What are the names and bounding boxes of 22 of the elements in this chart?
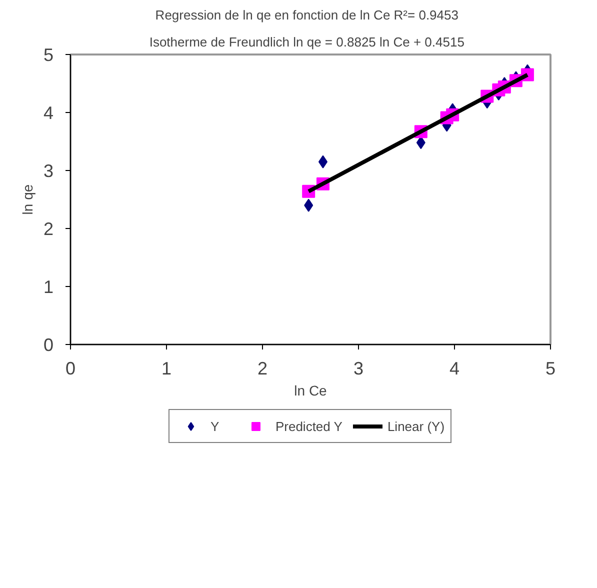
point <box>318 155 328 168</box>
y-tick-label: 3 <box>43 161 54 181</box>
y-tick-label: 1 <box>43 277 54 297</box>
x-tick-label: 4 <box>449 358 460 378</box>
x-tick-label: 5 <box>545 358 556 378</box>
y-tick-label: 0 <box>43 335 54 355</box>
point <box>416 136 426 150</box>
y-tick-label: 5 <box>43 45 54 65</box>
y-axis-title: ln qe <box>19 184 36 215</box>
x-tick-label: 0 <box>65 358 76 378</box>
chart-title: Regression de ln qe en fonction de ln Ce R²= 0.9453 <box>155 8 458 22</box>
legend-label: Y <box>210 418 220 434</box>
y-tick-label: 2 <box>43 219 54 239</box>
chart-subtitle: Isotherme de Freundlich ln qe = 0.8825 ln Ce + 0.4515 <box>149 34 464 50</box>
x-tick-label: 1 <box>161 358 172 378</box>
x-axis-title: ln Ce <box>294 382 328 398</box>
x-tick-label: 2 <box>257 358 268 378</box>
legend-label: Predicted Y <box>275 418 342 434</box>
point <box>304 198 314 212</box>
legend-label: Linear (Y) <box>387 418 445 434</box>
x-tick-label: 3 <box>353 358 364 378</box>
y-tick-label: 4 <box>43 103 54 123</box>
